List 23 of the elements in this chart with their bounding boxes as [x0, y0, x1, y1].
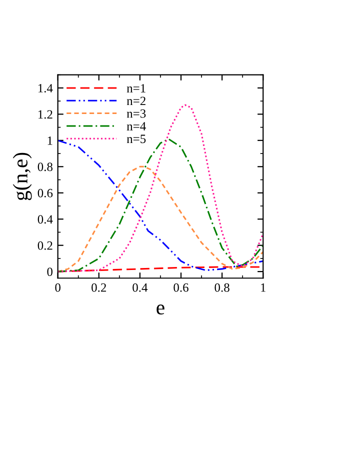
y-tick-label: 0 [47, 268, 52, 276]
x-tick-label: 0.6 [174, 283, 188, 292]
legend-label: n=1 [126, 84, 146, 92]
y-tick-label: 0.4 [38, 215, 53, 224]
line-series [58, 104, 264, 272]
legend-label: n=5 [126, 134, 146, 144]
x-tick-label: 0 [55, 283, 60, 292]
y-tick-label: 0.6 [38, 188, 53, 198]
legend-label: n=2 [126, 96, 146, 106]
y-tick-label: 1 [48, 136, 52, 145]
x-tick-label: 1 [261, 283, 266, 292]
x-tick-label: 0.8 [214, 283, 230, 292]
y-tick-label: 1.2 [38, 110, 52, 119]
y-tick-label: 1.4 [38, 84, 53, 92]
y-tick-label: 0.8 [38, 162, 52, 172]
y-tick-label: 0.2 [38, 241, 52, 250]
x-tick-label: 0.2 [92, 283, 106, 292]
y-axis-title: g(n,e) [12, 152, 32, 200]
x-tick-label: 0.4 [132, 283, 148, 292]
legend-label: n=4 [126, 122, 146, 130]
line-series [58, 166, 264, 272]
legend-label: n=3 [126, 109, 146, 118]
x-axis-title: e [156, 304, 164, 315]
